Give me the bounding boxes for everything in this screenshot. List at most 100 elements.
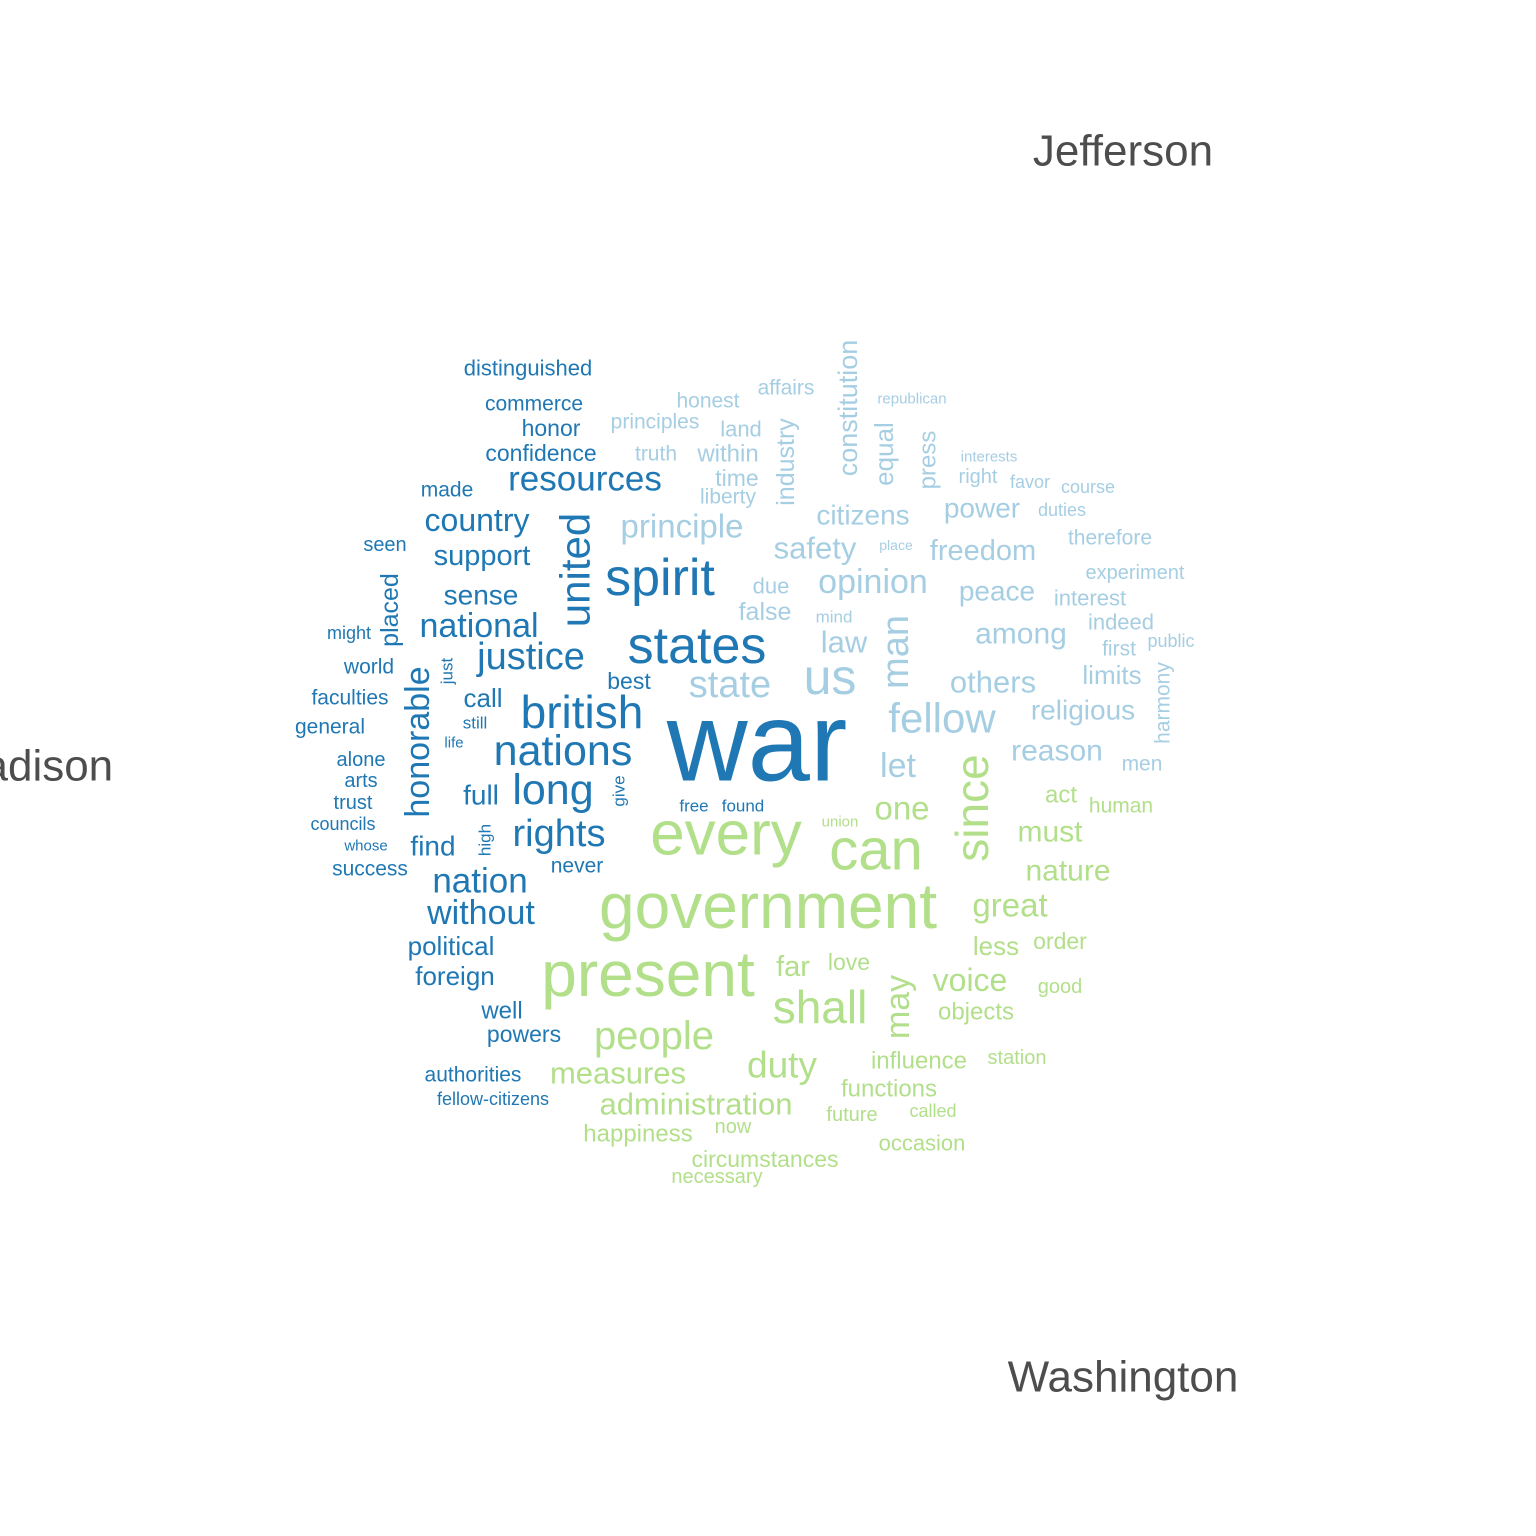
word-since: since [946,754,998,861]
word-voice: voice [933,962,1008,998]
word-limits: limits [1082,660,1141,690]
word-order: order [1033,928,1087,954]
word-opinion: opinion [818,563,928,601]
word-spirit: spirit [605,549,715,607]
word-now: now [715,1116,752,1138]
word-foreign: foreign [415,961,495,991]
word-sense: sense [444,580,519,611]
group-label-madison: Madison [0,742,113,791]
word-press: press [915,431,942,490]
word-one: one [874,790,929,827]
word-objects: objects [938,999,1014,1026]
word-national: national [419,607,538,645]
word-confidence: confidence [485,440,596,466]
word-nation: nation [432,862,527,901]
word-without: without [426,894,535,932]
word-arts: arts [344,770,377,792]
word-commerce: commerce [485,393,583,416]
word-occasion: occasion [879,1131,966,1156]
word-state: state [689,664,771,706]
word-seen: seen [363,534,406,556]
word-mind: mind [816,608,853,627]
word-success: success [332,858,408,881]
word-necessary: necessary [671,1166,762,1188]
word-act: act [1045,782,1077,809]
word-never: never [551,855,604,878]
word-love: love [828,949,870,975]
word-best: best [607,668,651,694]
word-find: find [410,831,455,862]
word-citizens: citizens [816,500,909,531]
word-measures: measures [550,1056,686,1091]
word-might: might [327,623,371,643]
word-administration: administration [600,1087,793,1122]
word-equal: equal [869,422,899,486]
word-safety: safety [774,531,857,566]
word-duties: duties [1038,500,1086,520]
word-principle: principle [621,508,744,545]
word-life: life [444,735,463,752]
word-truth: truth [635,443,677,466]
word-future: future [826,1104,877,1126]
word-republican: republican [877,391,946,408]
word-people: people [594,1014,714,1058]
word-good: good [1038,976,1083,998]
word-can: can [829,818,923,883]
word-harmony: harmony [1152,662,1175,744]
word-nature: nature [1025,855,1110,888]
word-justice: justice [476,636,585,678]
word-interests: interests [961,449,1018,466]
word-distinguished: distinguished [464,356,592,381]
word-honorable: honorable [399,666,437,817]
word-powers: powers [487,1021,561,1047]
word-war: war [666,680,847,805]
word-industry: industry [772,418,800,506]
word-time: time [715,465,758,491]
word-called: called [909,1101,956,1121]
word-may: may [879,975,917,1039]
word-fellow: fellow [888,695,996,742]
word-give: give [610,775,629,806]
word-indeed: indeed [1088,610,1154,635]
word-freedom: freedom [930,535,1036,567]
word-well: well [480,998,522,1025]
word-let: let [880,747,916,785]
word-must: must [1017,816,1083,849]
group-label-washington: Washington [1008,1353,1239,1402]
word-united: united [552,513,599,627]
word-functions: functions [841,1076,937,1103]
word-found: found [722,797,765,816]
word-land: land [720,417,762,442]
word-every: every [650,800,802,869]
word-placed: placed [376,573,404,647]
word-states: states [628,617,767,675]
word-liberty: liberty [700,486,757,509]
word-government: government [599,870,937,942]
word-reason: reason [1011,735,1103,768]
word-call: call [463,683,502,713]
word-honor: honor [522,415,581,441]
word-us: us [804,649,857,705]
word-country: country [425,502,530,538]
word-due: due [753,574,790,599]
word-union: union [822,814,859,831]
word-among: among [975,618,1067,651]
word-public: public [1147,631,1194,651]
word-fellow-citizens: fellow-citizens [437,1089,549,1109]
word-first: first [1102,638,1136,661]
word-free: free [679,797,708,816]
word-others: others [950,665,1036,700]
word-less: less [973,931,1019,961]
word-shall: shall [773,981,868,1033]
word-great: great [972,887,1047,924]
word-constitution: constitution [833,340,863,477]
word-support: support [434,540,531,572]
word-faculties: faculties [311,687,388,710]
word-made: made [421,479,474,502]
word-human: human [1089,795,1153,818]
word-rights: rights [513,813,606,855]
word-therefore: therefore [1068,527,1152,550]
word-trust: trust [334,792,373,814]
